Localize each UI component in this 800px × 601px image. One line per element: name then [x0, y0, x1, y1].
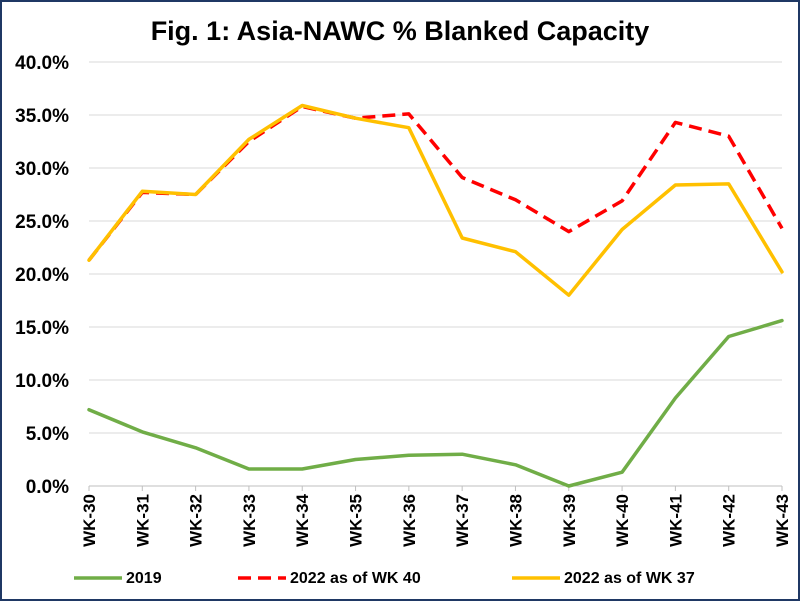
- x-tick-label: WK-30: [80, 494, 99, 547]
- x-tick-label: WK-32: [187, 494, 206, 547]
- y-axis-ticks: 0.0% 5.0% 10.0% 15.0% 20.0% 25.0% 30.0% 35.0% 40…: [15, 53, 69, 498]
- legend-label: 2022 as of WK 40: [290, 570, 421, 587]
- y-tick-label: 10.0%: [15, 371, 69, 392]
- y-tick-label: 5.0%: [26, 424, 69, 445]
- x-tick-label: WK-35: [347, 494, 366, 547]
- x-tick-label: WK-42: [720, 494, 739, 547]
- gridlines: [89, 61, 782, 487]
- x-tick-label: WK-43: [773, 494, 792, 547]
- x-tick-label: WK-36: [400, 494, 419, 547]
- series-line-2019: [87, 318, 784, 488]
- y-tick-label: 0.0%: [26, 477, 69, 498]
- x-tick-label: WK-34: [293, 493, 312, 546]
- x-tick-label: WK-39: [560, 494, 579, 547]
- x-tick-label: WK-41: [666, 494, 685, 547]
- x-tick-label: WK-40: [613, 494, 632, 547]
- x-tick-label: WK-38: [506, 494, 525, 547]
- y-tick-label: 15.0%: [15, 318, 69, 339]
- y-tick-label: 20.0%: [15, 265, 69, 286]
- x-tick-label: WK-37: [453, 494, 472, 547]
- y-tick-label: 40.0%: [15, 53, 69, 74]
- y-tick-label: 25.0%: [15, 212, 69, 233]
- series-lines: [87, 103, 784, 488]
- x-tick-label: WK-31: [133, 494, 152, 547]
- series-line-2022-as-of-wk-37: [87, 103, 784, 297]
- legend: 2019 2022 as of WK 40 2022 as of WK 37: [74, 570, 695, 587]
- x-axis-ticks: WK-30 WK-31 WK-32 WK-33 WK-34 WK-35 WK-36 WK-37…: [80, 486, 792, 547]
- y-tick-label: 30.0%: [15, 159, 69, 180]
- y-tick-label: 35.0%: [15, 106, 69, 127]
- legend-label: 2019: [126, 570, 162, 587]
- chart-title: Fig. 1: Asia-NAWC % Blanked Capacity: [151, 16, 650, 46]
- legend-label: 2022 as of WK 37: [564, 570, 695, 587]
- x-tick-label: WK-33: [240, 494, 259, 547]
